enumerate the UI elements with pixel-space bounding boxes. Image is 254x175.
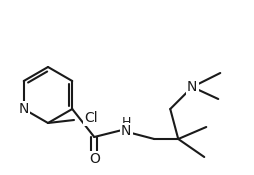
Text: H: H — [122, 116, 131, 128]
Text: N: N — [187, 80, 197, 94]
Text: O: O — [89, 152, 100, 166]
Text: N: N — [121, 124, 131, 138]
Text: N: N — [19, 102, 29, 116]
Text: Cl: Cl — [84, 111, 98, 125]
